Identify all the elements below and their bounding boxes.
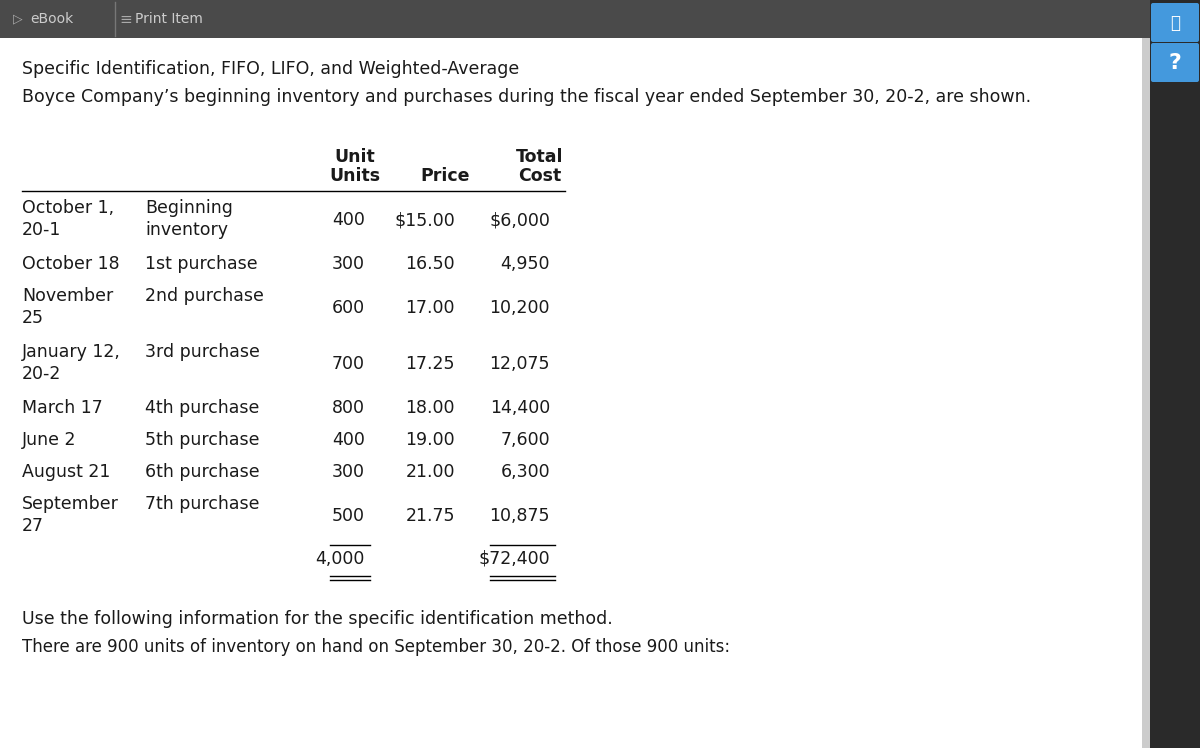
Text: 10,875: 10,875 [490, 507, 550, 525]
Text: 2nd purchase: 2nd purchase [145, 287, 264, 305]
Text: 500: 500 [332, 507, 365, 525]
Text: Cost: Cost [518, 167, 562, 185]
Text: 27: 27 [22, 517, 44, 535]
Text: 4,950: 4,950 [500, 255, 550, 273]
Text: 6,300: 6,300 [500, 463, 550, 481]
Text: 300: 300 [332, 255, 365, 273]
Text: 25: 25 [22, 309, 44, 327]
Text: $72,400: $72,400 [479, 550, 550, 568]
Text: 3rd purchase: 3rd purchase [145, 343, 260, 361]
Text: 600: 600 [332, 299, 365, 317]
Text: Print Item: Print Item [134, 12, 203, 26]
Text: ?: ? [1169, 52, 1182, 73]
Text: Price: Price [420, 167, 469, 185]
Bar [1150, 0, 1200, 748]
Text: August 21: August 21 [22, 463, 110, 481]
Bar [0, 0, 1150, 38]
Text: Boyce Company’s beginning inventory and purchases during the fiscal year ended S: Boyce Company’s beginning inventory and … [22, 88, 1031, 106]
Text: 6th purchase: 6th purchase [145, 463, 259, 481]
Text: Specific Identification, FIFO, LIFO, and Weighted-Average: Specific Identification, FIFO, LIFO, and… [22, 60, 520, 78]
Text: 18.00: 18.00 [406, 399, 455, 417]
Text: Beginning: Beginning [145, 199, 233, 217]
Text: 4,000: 4,000 [316, 550, 365, 568]
Text: 12,075: 12,075 [490, 355, 550, 373]
Text: ▷: ▷ [13, 13, 23, 25]
Text: inventory: inventory [145, 221, 228, 239]
Text: 21.75: 21.75 [406, 507, 455, 525]
Text: September: September [22, 495, 119, 513]
Text: 400: 400 [332, 211, 365, 229]
FancyBboxPatch shape [1151, 43, 1199, 82]
Text: ≡: ≡ [120, 11, 132, 26]
Text: 1st purchase: 1st purchase [145, 255, 258, 273]
Text: $6,000: $6,000 [490, 211, 550, 229]
Text: October 1,: October 1, [22, 199, 114, 217]
Text: 10,200: 10,200 [490, 299, 550, 317]
Text: 🎧: 🎧 [1170, 13, 1180, 31]
Text: November: November [22, 287, 113, 305]
Text: Use the following information for the specific identification method.: Use the following information for the sp… [22, 610, 613, 628]
Text: 400: 400 [332, 431, 365, 449]
Text: eBook: eBook [30, 12, 73, 26]
Text: 17.25: 17.25 [406, 355, 455, 373]
Text: 800: 800 [332, 399, 365, 417]
Bar [1142, 0, 1150, 748]
Text: October 18: October 18 [22, 255, 120, 273]
Text: 700: 700 [332, 355, 365, 373]
Text: 20-1: 20-1 [22, 221, 61, 239]
Text: June 2: June 2 [22, 431, 77, 449]
Text: 16.50: 16.50 [406, 255, 455, 273]
Text: Units: Units [330, 167, 380, 185]
Text: There are 900 units of inventory on hand on September 30, 20-2. Of those 900 uni: There are 900 units of inventory on hand… [22, 638, 730, 656]
Text: 14,400: 14,400 [490, 399, 550, 417]
Text: 21.00: 21.00 [406, 463, 455, 481]
Text: 300: 300 [332, 463, 365, 481]
Text: Total: Total [516, 148, 564, 166]
Text: 20-2: 20-2 [22, 365, 61, 383]
Text: 19.00: 19.00 [406, 431, 455, 449]
Text: 5th purchase: 5th purchase [145, 431, 259, 449]
Text: January 12,: January 12, [22, 343, 121, 361]
Text: 7,600: 7,600 [500, 431, 550, 449]
FancyBboxPatch shape [1151, 3, 1199, 42]
Text: $15.00: $15.00 [395, 211, 455, 229]
Text: 7th purchase: 7th purchase [145, 495, 259, 513]
Text: March 17: March 17 [22, 399, 103, 417]
Text: 4th purchase: 4th purchase [145, 399, 259, 417]
Text: Unit: Unit [335, 148, 376, 166]
Text: 17.00: 17.00 [406, 299, 455, 317]
